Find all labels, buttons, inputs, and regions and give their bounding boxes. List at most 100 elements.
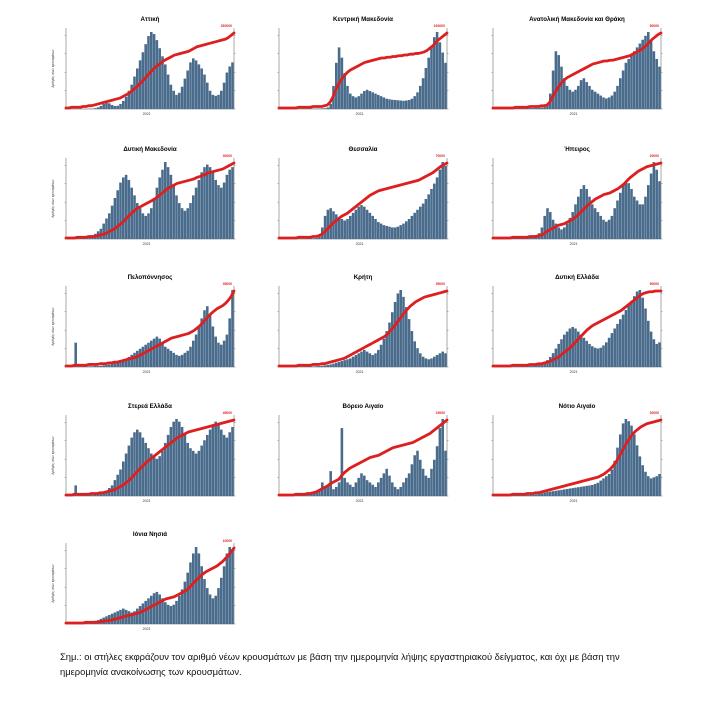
bar bbox=[220, 90, 223, 109]
bar bbox=[169, 174, 173, 239]
bar bbox=[217, 424, 220, 496]
bar bbox=[438, 353, 442, 367]
bar bbox=[560, 66, 563, 109]
chart-panel: Ανατολική Μακεδονία και Θράκη 2021 50000 bbox=[471, 12, 691, 134]
bar bbox=[399, 290, 402, 367]
line-end-label: 50000 bbox=[650, 24, 660, 28]
bar bbox=[385, 331, 388, 367]
bar bbox=[543, 107, 546, 110]
bar bbox=[368, 212, 372, 239]
bar bbox=[222, 182, 226, 239]
bar bbox=[222, 434, 226, 496]
bar bbox=[546, 492, 549, 496]
bar bbox=[192, 450, 195, 496]
bar bbox=[116, 361, 119, 367]
bar bbox=[122, 177, 125, 239]
x-tick-label: 2021 bbox=[356, 370, 364, 374]
bar bbox=[88, 494, 91, 496]
bar bbox=[424, 475, 428, 496]
chart-svg: Ιόνια Νησιά Αριθμός νέων κρουσμάτων 2021 10… bbox=[51, 531, 236, 631]
bar bbox=[655, 343, 658, 367]
x-tick-label: 2021 bbox=[356, 242, 364, 246]
chart-svg: Ήπειρος 2021 20000 bbox=[491, 146, 663, 246]
bar bbox=[332, 363, 335, 367]
bar bbox=[161, 450, 164, 496]
bar bbox=[158, 177, 161, 239]
bar bbox=[138, 348, 142, 367]
bar bbox=[192, 58, 195, 109]
x-tick-label: 2021 bbox=[143, 499, 151, 503]
bar bbox=[206, 82, 209, 109]
bar bbox=[435, 177, 439, 239]
bar bbox=[113, 105, 117, 109]
bar bbox=[178, 595, 181, 624]
bar bbox=[164, 602, 167, 624]
bar bbox=[144, 442, 147, 496]
bar bbox=[379, 344, 383, 367]
bar bbox=[116, 190, 119, 239]
bar bbox=[433, 37, 436, 109]
bar bbox=[377, 482, 380, 496]
bar bbox=[194, 187, 198, 239]
bar bbox=[116, 474, 119, 496]
bar bbox=[641, 204, 644, 239]
chart-panel: Θεσσαλία 2021 70000 bbox=[257, 142, 477, 264]
bar bbox=[91, 366, 94, 367]
line-end-label: 30000 bbox=[223, 154, 233, 158]
bar bbox=[438, 42, 442, 109]
bar bbox=[624, 419, 628, 496]
line-end-label: 30000 bbox=[650, 411, 660, 415]
bar bbox=[152, 593, 156, 624]
bar bbox=[332, 211, 335, 239]
bar bbox=[189, 346, 192, 367]
bar bbox=[357, 96, 360, 109]
bar bbox=[155, 40, 159, 109]
bar bbox=[200, 172, 203, 239]
bar bbox=[354, 482, 358, 496]
bar bbox=[108, 364, 111, 367]
bar bbox=[315, 491, 318, 496]
bar bbox=[407, 319, 411, 367]
bar bbox=[402, 100, 405, 109]
bar bbox=[441, 419, 444, 496]
bar bbox=[183, 434, 187, 496]
bar bbox=[630, 188, 633, 239]
bar bbox=[405, 221, 408, 239]
bar bbox=[88, 366, 91, 367]
bar bbox=[630, 55, 633, 109]
bar bbox=[438, 428, 442, 496]
bar bbox=[393, 227, 397, 239]
bar bbox=[410, 98, 414, 109]
cumulative-line bbox=[491, 31, 663, 110]
bar bbox=[178, 92, 181, 109]
bar bbox=[647, 185, 650, 239]
bar bbox=[340, 218, 344, 239]
bar bbox=[340, 57, 344, 109]
bar bbox=[633, 296, 636, 367]
bar bbox=[180, 589, 184, 624]
bar bbox=[371, 215, 374, 239]
bar bbox=[554, 223, 558, 239]
bar bbox=[309, 238, 313, 239]
bar bbox=[321, 365, 324, 367]
bar bbox=[638, 290, 642, 367]
bar bbox=[211, 172, 215, 239]
bar bbox=[231, 167, 234, 239]
bar bbox=[574, 204, 577, 239]
bar bbox=[591, 204, 594, 239]
bar bbox=[579, 80, 583, 110]
bar bbox=[141, 603, 145, 624]
bar bbox=[124, 358, 128, 367]
bar bbox=[332, 489, 335, 496]
bar bbox=[402, 223, 405, 239]
bar bbox=[94, 494, 97, 496]
bar bbox=[529, 494, 532, 496]
bar bbox=[206, 588, 209, 624]
bar bbox=[593, 208, 597, 239]
bar bbox=[388, 475, 391, 496]
x-tick-label: 2021 bbox=[143, 112, 151, 116]
bar bbox=[393, 100, 397, 109]
line-end-label: 50000 bbox=[650, 282, 660, 286]
cumulative-line bbox=[277, 289, 449, 368]
bar bbox=[605, 98, 608, 109]
